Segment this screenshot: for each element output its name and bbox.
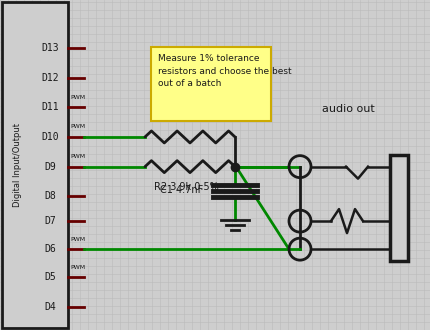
Text: D6: D6 <box>44 244 56 254</box>
Text: PWM: PWM <box>71 124 86 129</box>
Text: D11: D11 <box>41 102 59 112</box>
Text: Measure 1% tolerance
resistors and choose the best
out of a batch: Measure 1% tolerance resistors and choos… <box>158 54 292 88</box>
Text: D10: D10 <box>41 132 59 142</box>
Text: D7: D7 <box>44 216 56 226</box>
Text: C1 4.7nF: C1 4.7nF <box>160 185 203 195</box>
Text: D9: D9 <box>44 162 56 172</box>
Text: D12: D12 <box>41 73 59 82</box>
Bar <box>390 155 408 261</box>
FancyBboxPatch shape <box>151 47 271 121</box>
Text: D8: D8 <box>44 191 56 201</box>
Text: PWM: PWM <box>71 237 86 242</box>
Text: PWM: PWM <box>71 95 86 100</box>
Text: D13: D13 <box>41 43 59 53</box>
Text: audio out: audio out <box>322 104 375 114</box>
Text: Digital Input/Output: Digital Input/Output <box>13 123 22 207</box>
Text: PWM: PWM <box>71 265 86 270</box>
Text: D4: D4 <box>44 302 56 312</box>
Text: D5: D5 <box>44 272 56 282</box>
Text: PWM: PWM <box>71 154 86 159</box>
Bar <box>2 2 68 328</box>
Text: R1 1M 0.5%: R1 1M 0.5% <box>172 110 230 120</box>
Text: R2 3.9k 0.5%: R2 3.9k 0.5% <box>154 182 219 192</box>
